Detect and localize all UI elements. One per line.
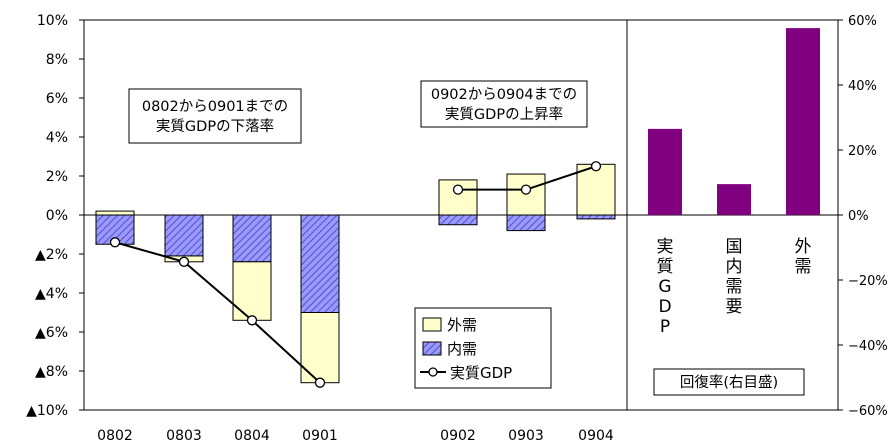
annotation-decline-text: 0802から0901までの (142, 98, 288, 115)
right-tick-label: −60% (848, 404, 888, 419)
recovery-category-char: 需 (726, 277, 743, 297)
left-tick-label: 6% (46, 91, 68, 107)
recovery-category-char: D (658, 297, 671, 317)
annotation-decline-box (128, 88, 302, 144)
legend-swatch-external (422, 317, 442, 332)
recovery-category-char: 実 (657, 237, 674, 257)
left-tick-label: 10% (37, 13, 68, 29)
x-tick-label: 0901 (302, 428, 338, 444)
gdp-point (178, 256, 190, 267)
gdp-line (109, 161, 602, 388)
labels: 0802から0901までの実質GDPの下落率0902から0904までの実質GDP… (128, 80, 805, 396)
annotation-recovery-box (653, 368, 805, 396)
gdp-point (520, 184, 532, 195)
x-tick-label: 0802 (97, 428, 133, 444)
annotation-decline-text: 実質GDPの下落率 (156, 117, 274, 135)
recovery-bar (786, 28, 820, 215)
x-tick-label: 0904 (578, 428, 614, 444)
right-tick-label: −40% (848, 339, 888, 354)
gdp-line-segment (114, 241, 321, 384)
gdp-point (590, 161, 602, 172)
bar-domestic-demand (506, 214, 546, 232)
left-tick-label: 4% (46, 130, 68, 146)
right-tick-label: 60% (848, 14, 877, 29)
recovery-bar (717, 184, 751, 215)
left-tick-label: 0% (46, 208, 68, 224)
bar-external-demand (232, 261, 272, 321)
bar-external-demand (300, 312, 340, 384)
annotation-recovery-text: 回復率(右目盛) (680, 374, 778, 391)
annotation-rise-box (420, 80, 588, 128)
bar-domestic-demand (300, 214, 340, 313)
right-tick-label: −20% (848, 274, 888, 289)
annotation-rise-text: 実質GDPの上昇率 (445, 105, 563, 123)
x-tick-label: 0803 (166, 428, 202, 444)
gdp-point (109, 237, 121, 248)
left-tick-label: ▲4% (35, 286, 68, 302)
x-tick-label: 0804 (234, 428, 270, 444)
legend-label-domestic: 内需 (447, 340, 477, 358)
recovery-category-char: 質 (657, 257, 674, 277)
bar-domestic-demand (576, 214, 616, 220)
left-tick-label: ▲8% (35, 364, 68, 380)
bar-external-demand (95, 210, 135, 216)
bar-domestic-demand (232, 214, 272, 263)
x-tick-label: 0903 (508, 428, 544, 444)
left-tick-label: ▲2% (35, 247, 68, 263)
recovery-category-char: 要 (726, 297, 743, 317)
legend-swatch-domestic (422, 341, 442, 356)
right-tick-label: 40% (848, 79, 877, 94)
axes: 10% 8% 6% 4% 2% 0% ▲2% ▲4% ▲6% ▲8% ▲10% 60% 40% 20% 0%… (26, 13, 888, 444)
left-tick-label: 2% (46, 169, 68, 185)
bar-external-demand (576, 163, 616, 216)
legend-marker-gdp (428, 367, 438, 377)
gdp-point (314, 377, 326, 388)
annotation-rise-text: 0902から0904までの (431, 86, 577, 103)
recovery-category-char: G (658, 277, 671, 297)
gdp-point (246, 315, 258, 326)
left-tick-label: 8% (46, 52, 68, 68)
x-tick-label: 0902 (440, 428, 476, 444)
bar-domestic-demand (438, 214, 478, 226)
right-tick-label: 20% (848, 144, 877, 159)
right-tick-label: 0% (848, 209, 869, 224)
legend-label-external: 外需 (447, 316, 477, 334)
bar-domestic-demand (164, 214, 204, 257)
recovery-category-char: 外 (795, 237, 812, 257)
gdp-point (452, 184, 464, 195)
left-tick-label: ▲10% (26, 403, 68, 419)
recovery-bar (648, 128, 682, 215)
recovery-category-char: 内 (726, 257, 743, 277)
recovery-category-char: P (660, 317, 670, 337)
legend-label-gdp: 実質GDP (450, 364, 512, 382)
left-tick-label: ▲6% (35, 325, 68, 341)
recovery-category-char: 国 (726, 237, 743, 257)
recovery-category-char: 需 (795, 257, 812, 277)
